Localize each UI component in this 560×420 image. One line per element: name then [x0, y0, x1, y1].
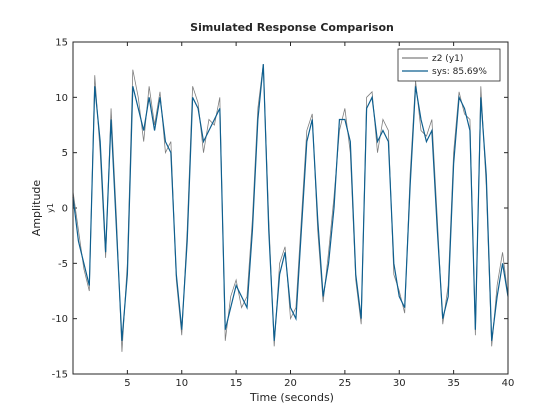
y-tick-label: 10: [55, 93, 68, 104]
x-axis-label: Time (seconds): [249, 391, 334, 404]
y-tick-label: 0: [62, 204, 68, 215]
x-tick-label: 15: [230, 378, 243, 389]
x-tick-label: 30: [393, 378, 406, 389]
y-tick-label: -10: [52, 314, 68, 325]
x-tick-label: 20: [284, 378, 297, 389]
axes-box: [72, 41, 509, 375]
legend-box: [397, 48, 501, 82]
x-tick-label: 25: [339, 378, 352, 389]
x-tick-label: 5: [124, 378, 130, 389]
x-tick-label: 35: [447, 378, 460, 389]
y-tick-label: 15: [55, 38, 68, 49]
x-tick-label: 10: [175, 378, 188, 389]
y-axis-label: Amplitude: [30, 180, 43, 237]
x-tick-label: 40: [502, 378, 515, 389]
series-line: [72, 64, 509, 341]
chart-title: Simulated Response Comparison: [190, 21, 394, 34]
y-tick-label: 5: [62, 148, 68, 159]
legend-label: z2 (y1): [432, 54, 463, 64]
y-axis-sublabel: y1: [46, 203, 55, 213]
y-tick-label: -5: [58, 259, 68, 270]
y-tick-label: -15: [52, 370, 68, 381]
legend-label: sys: 85.69%: [432, 67, 487, 77]
